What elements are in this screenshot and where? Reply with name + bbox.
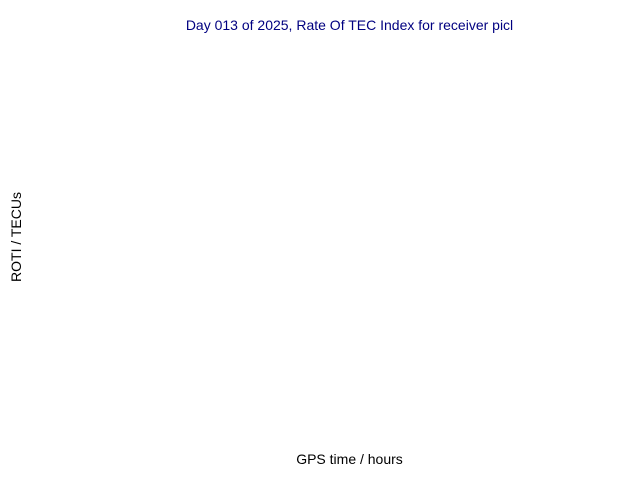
roti-chart-screen: Day 013 of 2025, Rate Of TEC Index for r… — [0, 0, 640, 480]
plot-canvas — [0, 0, 640, 480]
